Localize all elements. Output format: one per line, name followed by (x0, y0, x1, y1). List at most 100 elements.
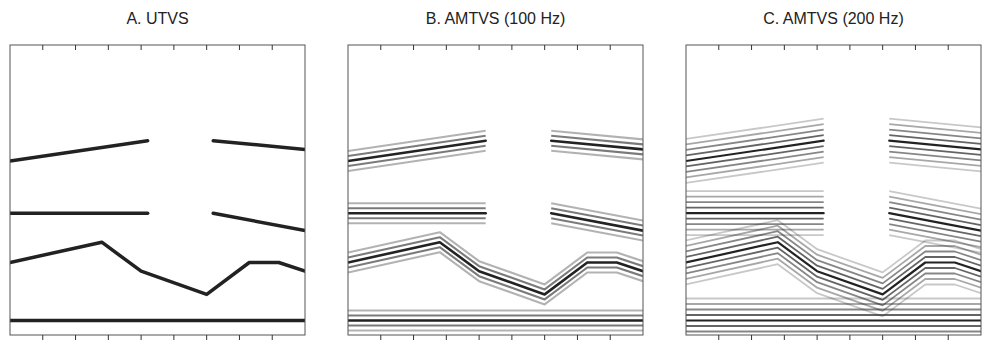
tick (173, 335, 174, 340)
harmonic-band (551, 223, 643, 240)
tick (272, 45, 273, 50)
harmonic-band (348, 151, 486, 171)
tick (577, 45, 578, 50)
harmonic-band (686, 314, 981, 316)
harmonic-band (686, 325, 981, 327)
panel: A. UTVS (10, 10, 305, 340)
harmonic-band (686, 124, 824, 144)
tick (718, 335, 719, 340)
tick (42, 335, 43, 340)
tick (849, 45, 850, 50)
harmonic-band (686, 163, 824, 183)
harmonic-band (686, 218, 824, 220)
tick (544, 45, 545, 50)
tick (915, 45, 916, 50)
track (348, 141, 486, 161)
tick (239, 335, 240, 340)
track (889, 141, 981, 150)
harmonic-band (686, 298, 981, 300)
tick (141, 45, 142, 50)
panel-title: C. AMTVS (200 Hz) (763, 10, 903, 27)
harmonic-band (348, 222, 486, 224)
plot-area (686, 119, 981, 335)
harmonic-band (348, 202, 486, 204)
harmonic-band (686, 196, 824, 198)
tick (272, 335, 273, 340)
panel: C. AMTVS (200 Hz) (686, 10, 981, 343)
harmonic-band (348, 329, 643, 331)
track (213, 213, 305, 230)
harmonic-band (348, 309, 643, 311)
tick (75, 335, 76, 340)
track (551, 141, 643, 150)
tick (577, 335, 578, 340)
tick (718, 45, 719, 50)
harmonic-band (686, 130, 824, 150)
harmonic-band (686, 157, 824, 177)
track (686, 141, 824, 161)
track (686, 319, 981, 321)
track (10, 319, 305, 323)
harmonic-band (551, 151, 643, 160)
frame (686, 45, 981, 335)
tick (380, 45, 381, 50)
tick (206, 45, 207, 50)
panel-title: B. AMTVS (100 Hz) (426, 10, 566, 27)
track (10, 141, 148, 161)
tick (948, 45, 949, 50)
harmonic-band (889, 163, 981, 172)
harmonic-band (348, 207, 486, 209)
track (889, 213, 981, 230)
tick (751, 45, 752, 50)
tick (108, 335, 109, 340)
plot-area (10, 141, 305, 321)
tick (817, 45, 818, 50)
tick (817, 335, 818, 340)
harmonic-band (686, 264, 981, 316)
harmonic-band (551, 203, 643, 220)
frame (10, 45, 305, 335)
track (10, 242, 305, 294)
tick (915, 335, 916, 340)
harmonic-band (686, 207, 824, 209)
tick (380, 335, 381, 340)
tick (239, 45, 240, 50)
plot-area (348, 131, 643, 331)
track (348, 242, 643, 294)
panel: B. AMTVS (100 Hz) (348, 10, 643, 340)
tick (446, 45, 447, 50)
harmonic-band (686, 146, 824, 166)
harmonic-band (348, 217, 486, 219)
tick (42, 45, 43, 50)
tick (141, 335, 142, 340)
tick (784, 335, 785, 340)
tick (610, 335, 611, 340)
track (551, 213, 643, 230)
track (686, 242, 981, 294)
track (10, 211, 148, 215)
tick (544, 335, 545, 340)
track (348, 212, 486, 215)
harmonic-band (686, 119, 824, 139)
frame (348, 45, 643, 335)
tick (479, 335, 480, 340)
tick (173, 45, 174, 50)
harmonic-band (686, 135, 824, 155)
tick (206, 335, 207, 340)
track (213, 141, 305, 150)
harmonic-band (686, 309, 981, 311)
tick (610, 45, 611, 50)
tick (75, 45, 76, 50)
tick (784, 45, 785, 50)
harmonic-band (348, 314, 643, 316)
track (348, 319, 643, 322)
tick (108, 45, 109, 50)
tick (849, 335, 850, 340)
tick (511, 45, 512, 50)
harmonic-band (686, 152, 824, 172)
harmonic-band (686, 190, 824, 192)
harmonic-band (551, 131, 643, 140)
tick (511, 335, 512, 340)
tick (446, 335, 447, 340)
track (686, 212, 824, 214)
